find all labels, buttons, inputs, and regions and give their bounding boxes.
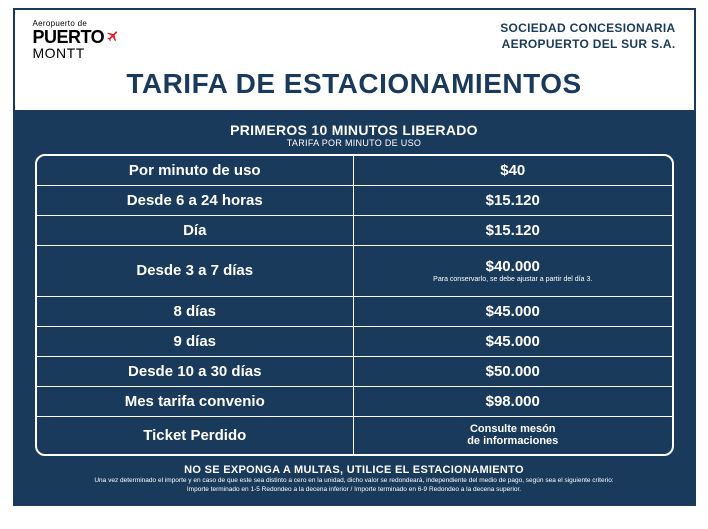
main-title: TARIFA DE ESTACIONAMIENTOS <box>15 64 694 110</box>
tariff-label: Desde 3 a 7 días <box>37 246 355 297</box>
table-row: Por minuto de uso$40 <box>37 156 672 186</box>
company-name: SOCIEDAD CONCESIONARIA AEROPUERTO DEL SU… <box>500 20 675 52</box>
subsubtitle: TARIFA POR MINUTO DE USO <box>35 138 674 148</box>
tariff-label: 9 días <box>37 327 355 357</box>
table-row: Desde 3 a 7 días$40.000Para conservarlo,… <box>37 246 672 297</box>
table-row: Ticket PerdidoConsulte mesónde informaci… <box>37 417 672 454</box>
table-row: Desde 6 a 24 horas$15.120 <box>37 186 672 216</box>
tariff-label: 8 días <box>37 297 355 327</box>
tariff-price: $45.000 <box>354 297 672 327</box>
company-line1: SOCIEDAD CONCESIONARIA <box>500 20 675 36</box>
table-row: 9 días$45.000 <box>37 327 672 357</box>
tariff-label: Día <box>37 216 355 246</box>
tariff-table: Por minuto de uso$40Desde 6 a 24 horas$1… <box>35 154 674 456</box>
tariff-label: Por minuto de uso <box>37 156 355 186</box>
tariff-price: Consulte mesónde informaciones <box>354 417 672 454</box>
footer-line2: Importe terminado en 1-5 Redondeo a la d… <box>35 486 674 494</box>
tariff-price: $98.000 <box>354 387 672 417</box>
tariff-label: Desde 10 a 30 días <box>37 357 355 387</box>
tariff-label: Desde 6 a 24 horas <box>37 186 355 216</box>
company-line2: AEROPUERTO DEL SUR S.A. <box>500 36 675 52</box>
tariff-price: $45.000 <box>354 327 672 357</box>
subtitle: PRIMEROS 10 MINUTOS LIBERADO <box>35 122 674 138</box>
tariff-label: Ticket Perdido <box>37 417 355 454</box>
table-row: Día$15.120 <box>37 216 672 246</box>
plane-icon <box>106 28 120 46</box>
table-row: Desde 10 a 30 días$50.000 <box>37 357 672 387</box>
footer: NO SE EXPONGA A MULTAS, UTILICE EL ESTAC… <box>35 456 674 494</box>
tariff-price: $15.120 <box>354 216 672 246</box>
tariff-panel: PRIMEROS 10 MINUTOS LIBERADO TARIFA POR … <box>15 110 694 504</box>
footer-title: NO SE EXPONGA A MULTAS, UTILICE EL ESTAC… <box>35 464 674 476</box>
table-row: Mes tarifa convenio$98.000 <box>37 387 672 417</box>
tariff-note: Consulte mesónde informaciones <box>358 423 668 448</box>
logo-mid-text: PUERTO <box>33 28 121 46</box>
tariff-price: $15.120 <box>354 186 672 216</box>
tariff-price: $40 <box>354 156 672 186</box>
sign-container: Aeropuerto de PUERTO MONTT SOCIEDAD CONC… <box>13 8 696 506</box>
tariff-price: $50.000 <box>354 357 672 387</box>
tariff-price: $40.000Para conservarlo, se debe ajustar… <box>354 246 672 297</box>
tariff-note: Para conservarlo, se debe ajustar a part… <box>358 276 668 284</box>
airport-logo: Aeropuerto de PUERTO MONTT <box>33 20 121 60</box>
table-row: 8 días$45.000 <box>37 297 672 327</box>
footer-line1: Una vez determinado el importe y en caso… <box>35 477 674 485</box>
header: Aeropuerto de PUERTO MONTT SOCIEDAD CONC… <box>15 10 694 64</box>
tariff-label: Mes tarifa convenio <box>37 387 355 417</box>
logo-bot-text: MONTT <box>33 46 121 60</box>
